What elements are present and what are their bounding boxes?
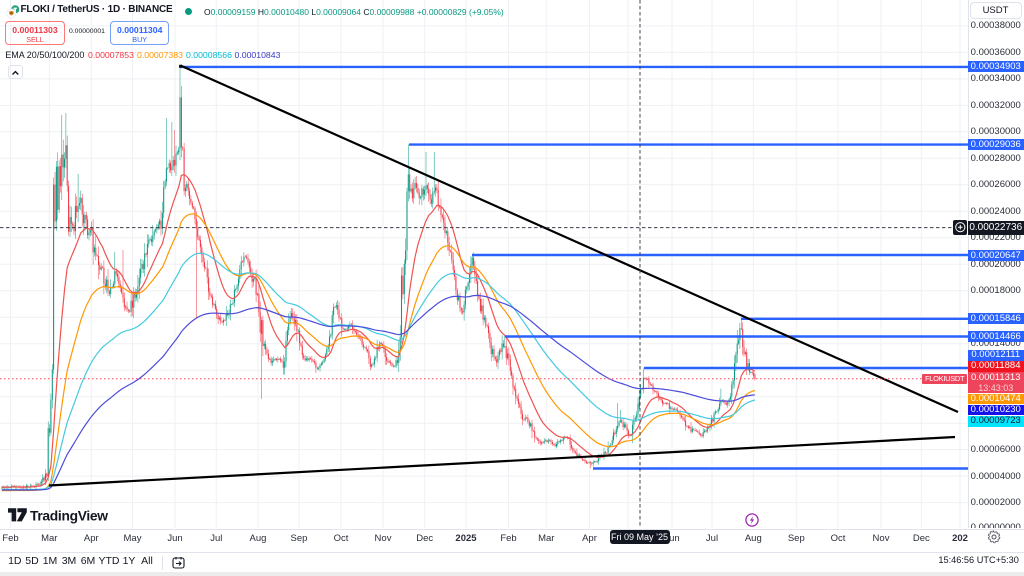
svg-text:TradingView: TradingView bbox=[30, 508, 108, 523]
